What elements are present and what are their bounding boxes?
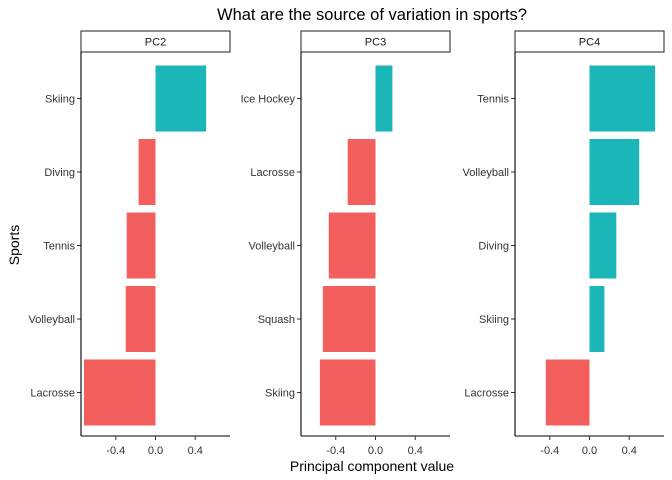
facet-strip <box>300 30 451 53</box>
y-tick-label: Ice Hockey <box>241 94 296 106</box>
y-tick-label: Lacrosse <box>30 388 75 400</box>
facet-panels: PC2 Skiing Diving Tennis Volleyball Lacrosse -… <box>29 30 665 457</box>
facet-strip-label: PC2 <box>145 37 166 49</box>
bar <box>125 286 156 352</box>
bar <box>328 212 376 279</box>
y-tick-label: Skiing <box>45 94 75 106</box>
facet-strip-label: PC3 <box>365 37 386 49</box>
bar <box>545 359 590 426</box>
y-tick-label: Skiing <box>265 388 295 400</box>
y-tick-label: Lacrosse <box>250 167 295 179</box>
y-tick-label: Squash <box>258 314 295 326</box>
y-tick-label: Tennis <box>477 94 509 106</box>
bar <box>589 212 617 279</box>
y-tick-label: Tennis <box>43 241 75 253</box>
y-tick-label: Volleyball <box>249 241 295 253</box>
facet-panel-pc4: PC4 Tennis Volleyball Diving Skiing Lacrosse -… <box>463 30 665 457</box>
bar <box>319 359 376 426</box>
y-tick-label: Diving <box>44 167 75 179</box>
facet-strip-label: PC4 <box>579 37 600 49</box>
x-tick-label: 0.4 <box>622 445 637 457</box>
x-tick-label: 0.0 <box>368 445 383 457</box>
x-axis-title: Principal component value <box>290 458 454 474</box>
y-tick-label: Skiing <box>479 314 509 326</box>
y-tick-label: Volleyball <box>463 167 509 179</box>
facet-strip <box>80 30 231 53</box>
y-tick-label: Lacrosse <box>464 388 509 400</box>
bar <box>126 212 156 279</box>
x-tick-label: 0.4 <box>408 445 423 457</box>
y-tick-label: Volleyball <box>29 314 75 326</box>
bar <box>322 286 376 352</box>
x-tick-label: 0.0 <box>582 445 597 457</box>
bar <box>83 359 156 426</box>
x-tick-label: -0.4 <box>540 445 559 457</box>
bar <box>347 139 376 205</box>
bar <box>589 65 656 132</box>
y-axis-title: Sports <box>6 225 22 265</box>
x-tick-label: 0.0 <box>148 445 163 457</box>
x-tick-label: -0.4 <box>106 445 125 457</box>
bar <box>375 65 393 132</box>
bar <box>589 286 605 352</box>
facet-strip <box>514 30 665 53</box>
chart-title: What are the source of variation in spor… <box>217 6 527 24</box>
bar <box>138 139 156 205</box>
y-tick-label: Diving <box>478 241 509 253</box>
x-tick-label: -0.4 <box>326 445 345 457</box>
facet-panel-pc3: PC3 Ice Hockey Lacrosse Volleyball Squash Ski… <box>241 30 451 457</box>
x-tick-label: 0.4 <box>188 445 203 457</box>
bar <box>589 139 640 205</box>
bar <box>155 65 207 132</box>
facet-panel-pc2: PC2 Skiing Diving Tennis Volleyball Lacrosse -… <box>29 30 231 457</box>
